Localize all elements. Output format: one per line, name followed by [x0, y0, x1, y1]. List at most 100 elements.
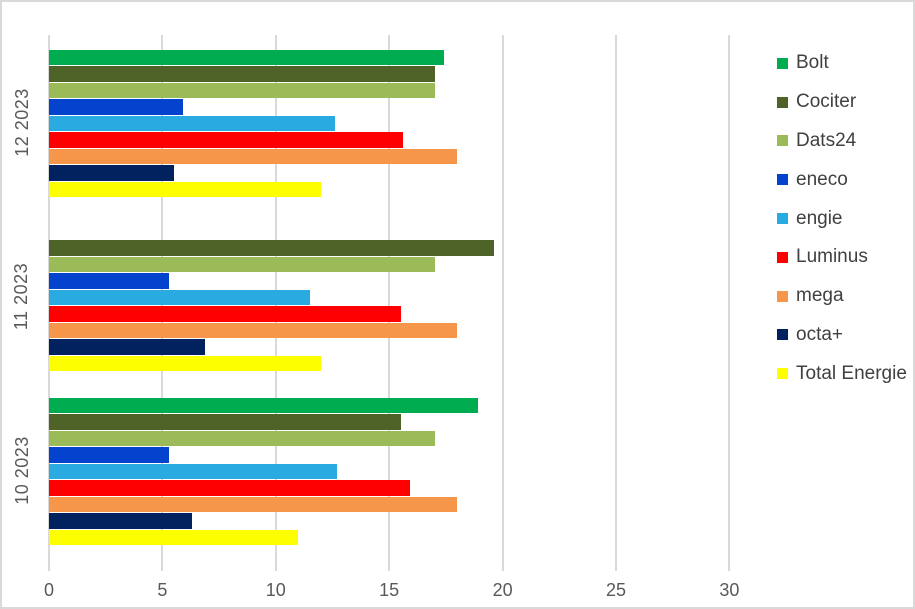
bar-slot [49, 132, 757, 149]
legend-swatch-icon [777, 57, 788, 69]
x-tick-label-10: 10 [265, 580, 286, 600]
bar-mega [49, 322, 458, 338]
legend-swatch-icon [777, 135, 788, 147]
bar-slot [49, 82, 757, 99]
legend-item-cociter: Cociter [777, 83, 915, 122]
bar-octa+ [49, 339, 206, 355]
legend-item-luminus: Luminus [777, 238, 915, 277]
gridline-x-25 [615, 35, 617, 557]
legend-swatch-icon [777, 329, 788, 341]
legend-label: Total Energie [796, 362, 907, 384]
bar-group-12-2023 [49, 35, 757, 209]
bar-slot [49, 529, 757, 546]
bar-slot [49, 66, 757, 83]
bar-dats24 [49, 82, 435, 98]
category-label-text: 10 2023 [11, 435, 32, 505]
bar-slot [49, 414, 757, 431]
bar-octa+ [49, 165, 174, 181]
gridline-x-15 [388, 35, 391, 557]
bar-slot [49, 355, 757, 372]
bar-bolt [49, 397, 478, 413]
legend-swatch-icon [777, 251, 788, 263]
gridline-x-20 [501, 35, 504, 557]
bar-slot [49, 306, 757, 323]
bar-slot [49, 339, 757, 356]
tick-mark-x-5 [161, 557, 164, 571]
bar-mega [49, 496, 458, 512]
bar-slot [49, 49, 757, 66]
legend-label: eneco [796, 168, 848, 190]
bar-slot [49, 99, 757, 116]
bar-cociter [49, 66, 435, 82]
bar-engie [49, 289, 310, 305]
bar-slot [49, 240, 757, 257]
bar-slot [49, 148, 757, 165]
x-tick-label-0: 0 [43, 580, 54, 600]
legend: Bolt Cociter Dats24 eneco engie Luminus mega oc… [777, 44, 915, 393]
bar-eneco [49, 273, 170, 289]
category-label-12-2023: 12 2023 [2, 35, 42, 209]
legend-item-dats24: Dats24 [777, 122, 915, 161]
bar-slot [49, 289, 757, 306]
bar-luminus [49, 306, 401, 322]
legend-item-total-energie: Total Energie [777, 354, 915, 393]
category-label-text: 11 2023 [11, 262, 32, 330]
legend-label: Dats24 [796, 129, 857, 151]
x-axis: 0 5 10 15 20 25 30 [2, 580, 913, 604]
bar-total-energie [49, 529, 299, 545]
bar-engie [49, 463, 338, 479]
legend-label: Bolt [796, 52, 829, 74]
legend-label: engie [796, 207, 843, 229]
bar-group-11-2023 [49, 209, 757, 383]
tick-mark-x-10 [274, 557, 277, 571]
bar-cociter [49, 414, 401, 430]
tick-mark-x-20 [501, 557, 504, 571]
bar-eneco [49, 99, 183, 115]
x-tick-label-30: 30 [719, 580, 740, 600]
bar-slot [49, 430, 757, 447]
bar-slot [49, 223, 757, 240]
bar-luminus [49, 480, 410, 496]
bar-slot [49, 273, 757, 290]
bar-slot [49, 447, 757, 464]
x-tick-label-20: 20 [492, 580, 513, 600]
bar-octa+ [49, 513, 192, 529]
category-label-11-2023: 11 2023 [2, 209, 42, 383]
bar-total-energie [49, 355, 322, 371]
category-label-text: 12 2023 [11, 87, 32, 157]
bar-slot [49, 256, 757, 273]
bar-cociter [49, 240, 494, 256]
legend-swatch-icon [777, 96, 788, 108]
bar-luminus [49, 132, 403, 148]
tick-mark-x-25 [615, 557, 617, 571]
category-label-10-2023: 10 2023 [2, 383, 42, 557]
bar-slot [49, 322, 757, 339]
legend-item-mega: mega [777, 277, 915, 316]
legend-swatch-icon [777, 290, 788, 302]
tick-mark-x-0 [48, 557, 50, 571]
bar-dats24 [49, 430, 435, 446]
x-tick-label-5: 5 [157, 580, 168, 600]
legend-item-octa+: octa+ [777, 316, 915, 355]
bar-bolt [49, 49, 444, 65]
bar-slot [49, 496, 757, 513]
bar-dats24 [49, 256, 435, 272]
legend-swatch-icon [777, 368, 788, 380]
plot-area [48, 35, 757, 571]
gridline-x-30 [728, 35, 731, 557]
bar-eneco [49, 447, 170, 463]
bar-slot [49, 115, 757, 132]
legend-item-eneco: eneco [777, 160, 915, 199]
bar-group-10-2023 [49, 383, 757, 557]
legend-swatch-icon [777, 174, 788, 186]
x-tick-label-25: 25 [605, 580, 627, 600]
legend-item-bolt: Bolt [777, 44, 915, 83]
tick-mark-x-15 [388, 557, 391, 571]
legend-label: mega [796, 285, 844, 307]
legend-label: Luminus [796, 246, 868, 268]
bar-slot [49, 165, 757, 182]
bar-slot [49, 480, 757, 497]
legend-label: octa+ [796, 323, 844, 345]
legend-item-engie: engie [777, 199, 915, 238]
